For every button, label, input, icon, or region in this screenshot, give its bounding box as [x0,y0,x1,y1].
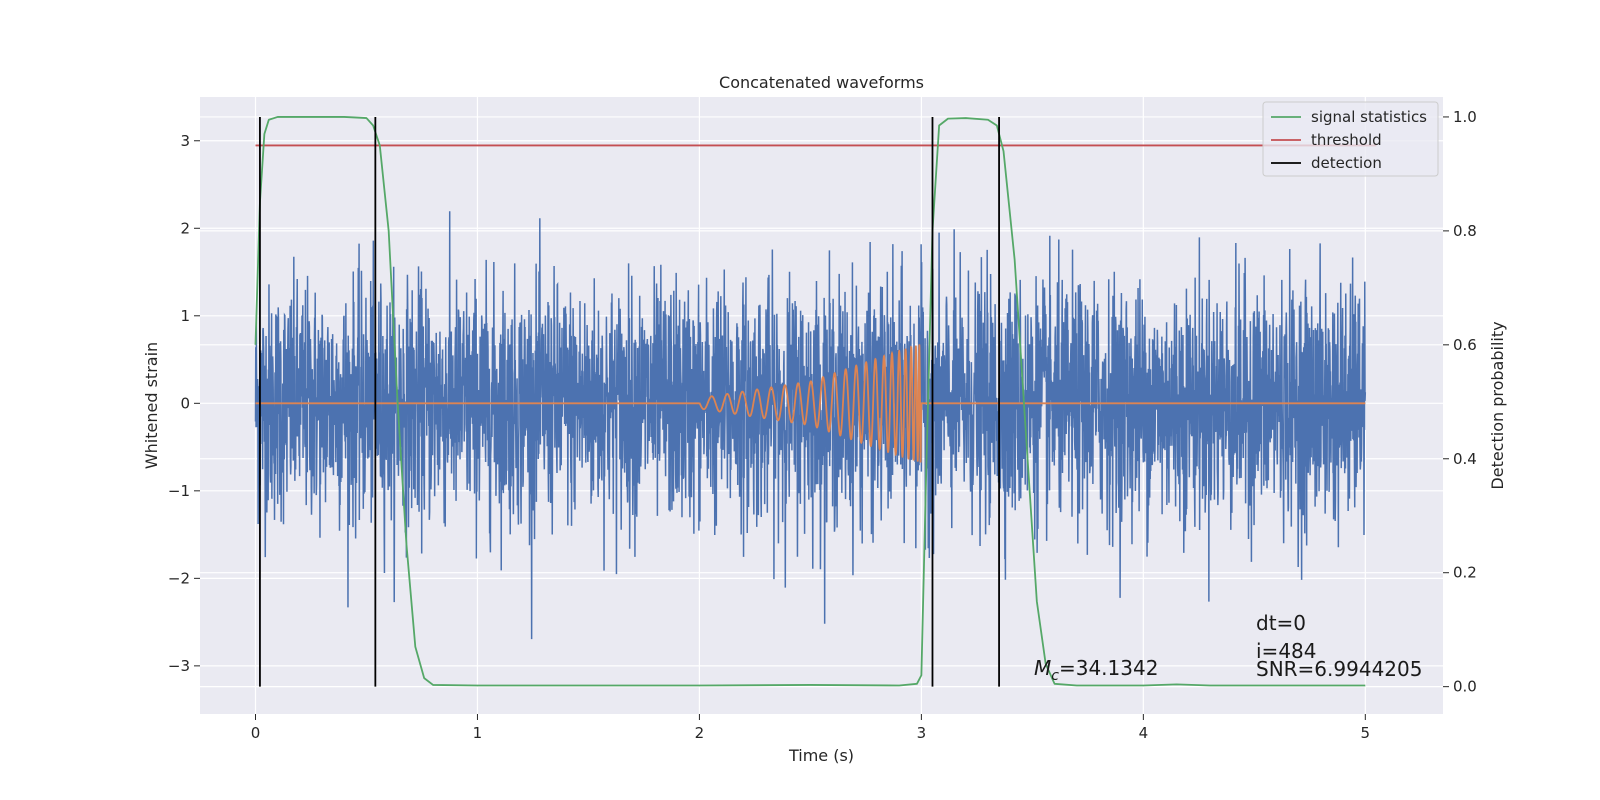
axis-ticks: 0 1 2 3 4 5 −3 −2 −1 0 1 2 3 0.0 0.2 0.4 0.6 0.8 1.0 [168,108,1477,742]
x-tick-label: 0 [251,724,261,742]
y-right-tick-label: 1.0 [1453,108,1477,126]
x-axis-label: Time (s) [788,746,854,765]
strain-series [254,211,1367,640]
y-tick-label: −2 [168,569,190,587]
waveform-line [255,344,1366,463]
index-annotation: i=484 [1256,639,1317,663]
legend: signal statistics threshold detection [1262,101,1439,177]
x-tick-label: 3 [917,724,927,742]
y-tick-label: 0 [180,394,190,412]
y-right-tick-label: 0.0 [1453,678,1477,696]
chirp-mass-symbol: M [1034,656,1051,680]
y-right-tick-label: 0.6 [1453,336,1477,354]
chart-title: Concatenated waveforms [719,73,924,92]
y-tick-label: −1 [168,482,190,500]
legend-box [1262,101,1439,177]
annotations: Mc=34.1342 dt=0 i=484 SNR=6.9944205 [1034,611,1422,684]
chirp-mass-subscript: c [1051,668,1059,684]
waveform-series [255,344,1366,463]
probability-series [254,116,1377,687]
signal-statistics-line [254,116,1366,687]
y-axis-right-label: Detection probability [1488,321,1507,489]
snr-annotation: SNR=6.9944205 [1256,657,1422,681]
x-tick-label: 2 [695,724,705,742]
legend-label: threshold [1311,131,1382,149]
x-tick-label: 1 [473,724,483,742]
chirp-mass-annotation: Mc=34.1342 [1034,656,1158,684]
legend-label: detection [1311,154,1382,172]
x-tick-label: 5 [1361,724,1371,742]
y-right-tick-label: 0.8 [1453,222,1477,240]
y-tick-label: 3 [180,132,190,150]
y-tick-label: 1 [180,307,190,325]
y-right-tick-label: 0.2 [1453,564,1477,582]
strain-line [254,211,1367,640]
y-tick-label: −3 [168,657,190,675]
y-axis-label: Whitened strain [142,342,161,469]
legend-label: signal statistics [1311,108,1427,126]
y-right-tick-label: 0.4 [1453,450,1477,468]
chirp-mass-value: =34.1342 [1059,656,1158,680]
y-tick-label: 2 [180,219,190,237]
dt-annotation: dt=0 [1256,611,1306,635]
x-tick-label: 4 [1139,724,1149,742]
